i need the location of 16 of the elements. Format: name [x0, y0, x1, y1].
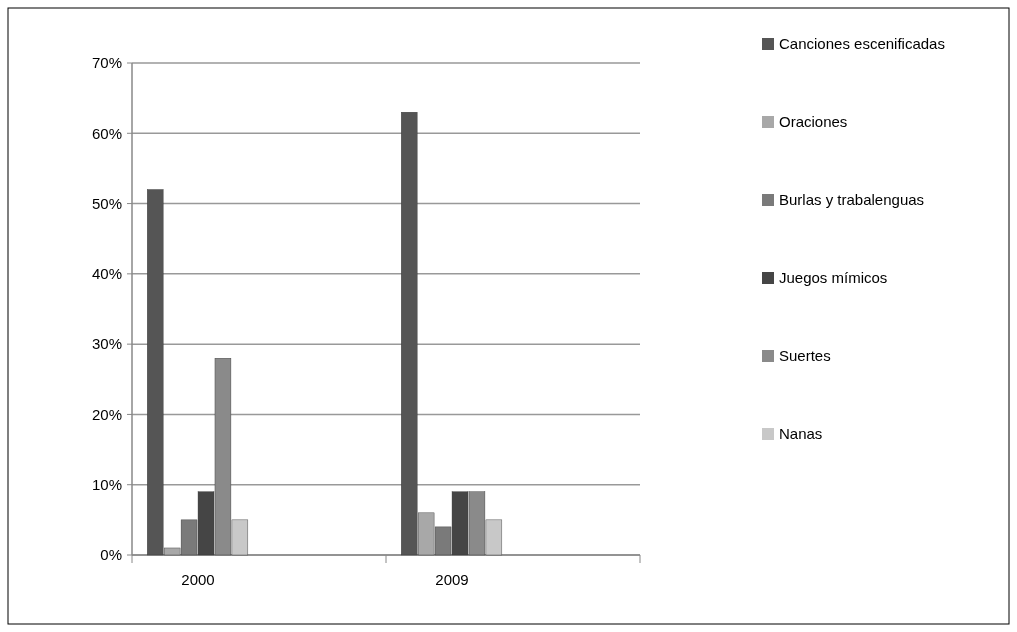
y-tick-label: 40% — [91, 265, 122, 283]
y-tick-label: 50% — [91, 194, 122, 212]
y-tick-label: 60% — [91, 124, 122, 142]
y-tick-label: 0% — [100, 546, 122, 564]
y-tick-label: 10% — [91, 475, 122, 493]
legend-label: Nanas — [779, 425, 823, 443]
x-tick-label: 2000 — [181, 571, 215, 588]
legend-label: Oraciones — [779, 113, 848, 131]
legend-label: Juegos mímicos — [779, 269, 888, 287]
x-tick-label: 2009 — [435, 571, 469, 588]
legend-label: Burlas y trabalenguas — [779, 191, 925, 209]
y-tick-label: 20% — [91, 405, 122, 423]
legend-label: Canciones escenificadas — [779, 35, 945, 53]
legend-label: Suertes — [779, 347, 831, 365]
y-tick-label: 70% — [91, 54, 122, 72]
y-tick-label: 30% — [91, 335, 122, 353]
